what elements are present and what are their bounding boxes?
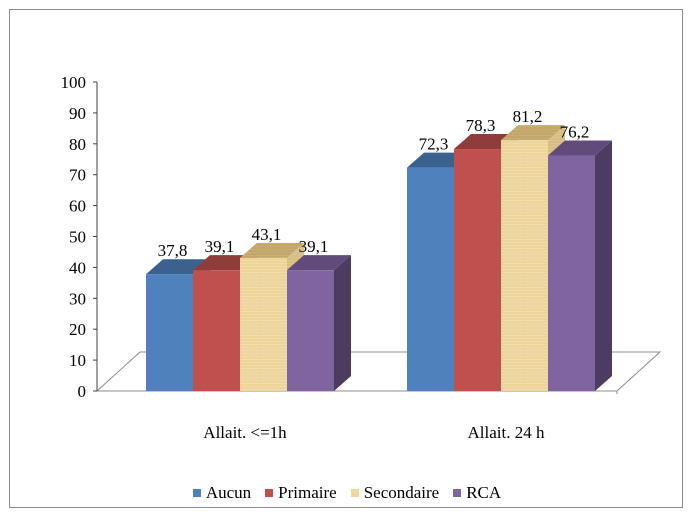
legend-swatch: [350, 489, 359, 497]
y-tick-label: 30: [69, 289, 86, 308]
bar-front: [193, 270, 240, 391]
bar-top: [240, 242, 304, 258]
bar-front: [454, 149, 501, 391]
bar-front: [501, 140, 548, 391]
bar-front: [407, 167, 454, 391]
legend-item-secondaire: Secondaire: [350, 483, 440, 503]
data-label: 39,1: [205, 237, 235, 256]
data-label: 81,2: [513, 107, 543, 126]
y-tick-label: 80: [69, 135, 86, 154]
data-label: 43,1: [252, 225, 282, 244]
y-tick-label: 70: [69, 166, 86, 185]
legend-item-aucun: Aucun: [192, 483, 252, 503]
legend-swatch: [453, 489, 462, 497]
data-label: 39,1: [299, 237, 329, 256]
bar-front: [548, 155, 595, 391]
data-label: 37,8: [158, 241, 188, 260]
data-labels: 37,8 39,1 43,1 39,1 72,3 78,3 81,2 76,2: [158, 107, 590, 260]
bar-rca-1: [287, 255, 351, 391]
legend-label: RCA: [466, 483, 502, 502]
y-tick-label: 10: [69, 351, 86, 370]
bar-top: [548, 140, 612, 156]
bars: [146, 125, 612, 392]
data-label: 72,3: [419, 135, 449, 154]
bar-rca-2: [548, 140, 612, 391]
y-tick-label: 100: [61, 73, 87, 92]
bar-side: [595, 140, 612, 391]
y-tick-label: 20: [69, 320, 86, 339]
legend-item-rca: RCA: [453, 483, 501, 503]
bar-front: [287, 270, 334, 391]
y-tick-label: 60: [69, 197, 86, 216]
data-label: 78,3: [466, 116, 496, 135]
bar-top: [501, 125, 565, 141]
legend-item-primaire: Primaire: [265, 483, 337, 503]
bar-front: [240, 257, 287, 391]
legend-label: Primaire: [278, 483, 337, 502]
legend-label: Aucun: [205, 483, 252, 502]
bar-front: [146, 274, 193, 391]
bar-side: [334, 255, 351, 391]
legend: Aucun Primaire Secondaire RCA: [0, 483, 694, 503]
data-label: 76,2: [560, 123, 590, 142]
category-label: Allait. 24 h: [468, 423, 545, 442]
y-tick-label: 40: [69, 258, 86, 277]
y-axis: 0 10 20 30 40 50 60 70 80 90 100: [61, 73, 98, 401]
y-tick-label: 50: [69, 228, 86, 247]
y-tick-label: 90: [69, 104, 86, 123]
legend-swatch: [192, 489, 201, 497]
category-labels: Allait. <=1h Allait. 24 h: [203, 423, 545, 442]
legend-label: Secondaire: [363, 483, 440, 502]
category-label: Allait. <=1h: [203, 423, 287, 442]
y-tick-label: 0: [78, 382, 87, 401]
bar-top: [287, 255, 351, 271]
legend-swatch: [265, 489, 274, 497]
